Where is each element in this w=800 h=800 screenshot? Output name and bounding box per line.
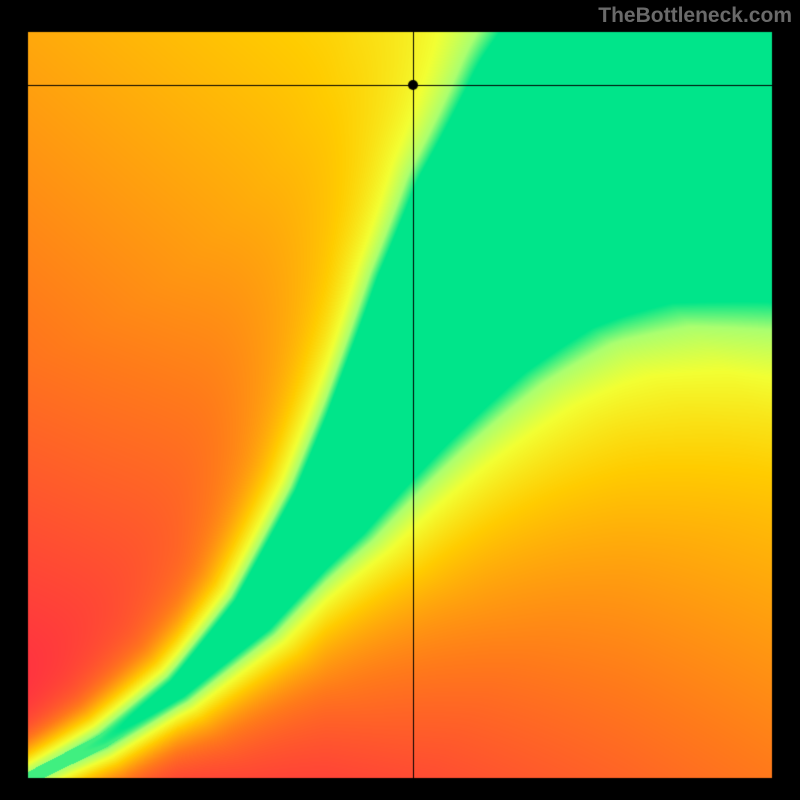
watermark-text: TheBottleneck.com xyxy=(598,4,792,28)
bottleneck-heatmap xyxy=(0,0,800,800)
chart-container: TheBottleneck.com xyxy=(0,0,800,800)
